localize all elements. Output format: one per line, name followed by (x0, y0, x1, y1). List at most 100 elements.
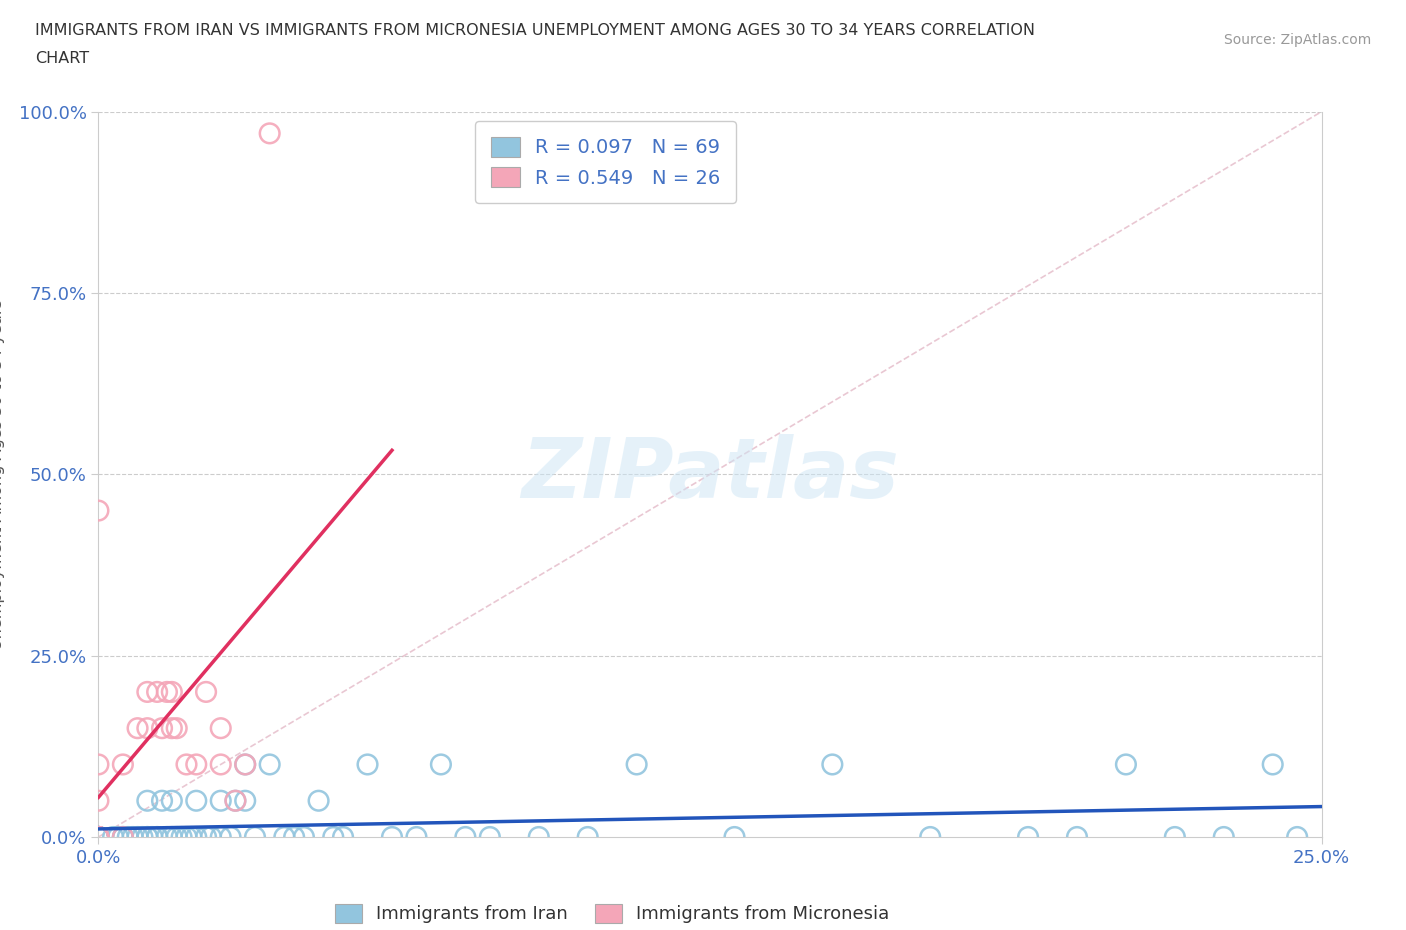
Point (87, 503, 110, 518)
Point (176, 830, 198, 844)
Point (121, 830, 143, 844)
Point (209, 721, 232, 736)
Point (1286, 830, 1309, 844)
Point (160, 830, 183, 844)
Point (146, 684, 169, 699)
Point (136, 721, 159, 736)
Text: CHART: CHART (35, 51, 89, 66)
Point (626, 757, 648, 772)
Point (87, 830, 110, 844)
Point (576, 830, 599, 844)
Point (1164, 830, 1187, 844)
Point (224, 793, 246, 808)
Point (146, 830, 169, 844)
Point (243, 830, 266, 844)
Point (136, 830, 159, 844)
Point (131, 830, 153, 844)
Point (111, 830, 134, 844)
Point (160, 721, 183, 736)
Point (454, 830, 477, 844)
Point (195, 684, 218, 699)
Point (186, 830, 208, 844)
Point (87, 830, 110, 844)
Text: ZIPatlas: ZIPatlas (522, 433, 898, 515)
Point (111, 830, 134, 844)
Legend: Immigrants from Iran, Immigrants from Micronesia: Immigrants from Iran, Immigrants from Mi… (328, 897, 897, 930)
Point (1261, 757, 1284, 772)
Point (308, 793, 330, 808)
Point (87, 830, 110, 844)
Point (136, 830, 159, 844)
Point (156, 684, 179, 699)
Point (87, 830, 110, 844)
Point (478, 830, 501, 844)
Point (166, 721, 188, 736)
Point (209, 830, 232, 844)
Point (146, 830, 169, 844)
Point (87, 793, 110, 808)
Point (150, 793, 173, 808)
Point (219, 830, 242, 844)
Point (87, 757, 110, 772)
Point (87, 830, 110, 844)
Point (224, 793, 246, 808)
Point (127, 830, 149, 844)
Point (821, 757, 844, 772)
Point (87, 830, 110, 844)
Point (1212, 830, 1234, 844)
Point (117, 830, 139, 844)
Point (233, 757, 256, 772)
Y-axis label: Unemployment Among Ages 30 to 34 years: Unemployment Among Ages 30 to 34 years (0, 299, 4, 650)
Point (87, 830, 110, 844)
Point (87, 830, 110, 844)
Point (160, 684, 183, 699)
Point (111, 830, 134, 844)
Point (430, 757, 453, 772)
Point (209, 757, 232, 772)
Point (87, 830, 110, 844)
Point (1017, 830, 1039, 844)
Point (101, 830, 124, 844)
Point (136, 684, 159, 699)
Point (322, 830, 344, 844)
Point (166, 830, 188, 844)
Point (259, 126, 281, 140)
Point (107, 830, 129, 844)
Point (405, 830, 427, 844)
Point (233, 793, 256, 808)
Point (1066, 830, 1088, 844)
Point (136, 793, 159, 808)
Point (87, 830, 110, 844)
Point (141, 830, 163, 844)
Point (87, 830, 110, 844)
Point (87, 830, 110, 844)
Text: IMMIGRANTS FROM IRAN VS IMMIGRANTS FROM MICRONESIA UNEMPLOYMENT AMONG AGES 30 TO: IMMIGRANTS FROM IRAN VS IMMIGRANTS FROM … (35, 23, 1035, 38)
Point (381, 830, 404, 844)
Point (920, 830, 942, 844)
Point (233, 757, 256, 772)
Point (156, 830, 179, 844)
Point (176, 757, 198, 772)
Point (170, 830, 193, 844)
Point (87, 830, 110, 844)
Point (356, 757, 378, 772)
Point (200, 830, 222, 844)
Point (160, 793, 183, 808)
Point (332, 830, 354, 844)
Point (1115, 757, 1137, 772)
Point (209, 793, 232, 808)
Point (186, 793, 208, 808)
Point (259, 757, 281, 772)
Point (111, 757, 134, 772)
Point (273, 830, 295, 844)
Point (150, 721, 173, 736)
Point (127, 721, 149, 736)
Point (527, 830, 550, 844)
Point (180, 830, 202, 844)
Point (283, 830, 305, 844)
Point (195, 830, 218, 844)
Point (292, 830, 315, 844)
Point (87, 830, 110, 844)
Point (186, 757, 208, 772)
Text: Source: ZipAtlas.com: Source: ZipAtlas.com (1223, 33, 1371, 46)
